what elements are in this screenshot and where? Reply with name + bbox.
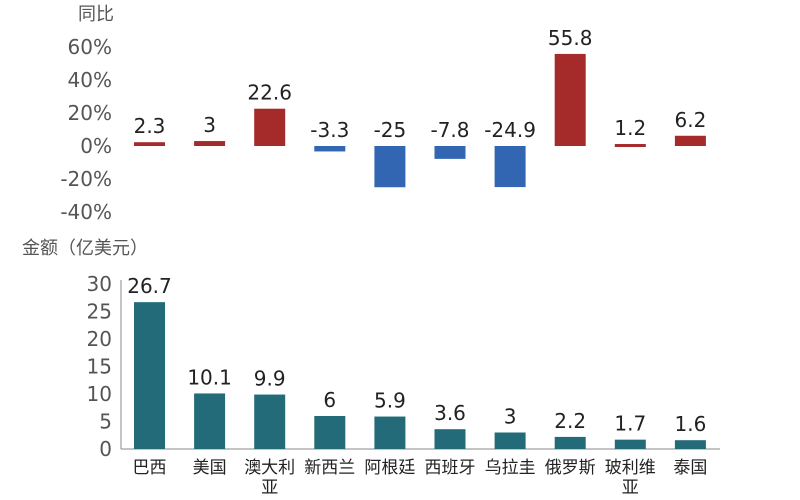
bottom-bar	[194, 393, 226, 449]
bottom-data-label: 6	[323, 388, 336, 412]
bottom-data-label: 5.9	[374, 389, 406, 413]
bottom-category-label: 玻利维	[605, 458, 656, 478]
bottom-data-label: 1.7	[614, 412, 646, 436]
bottom-data-label: 26.7	[127, 274, 172, 298]
top-bar	[494, 146, 526, 188]
top-y-tick-label: 0%	[80, 134, 112, 158]
bottom-y-tick-label: 20	[87, 327, 112, 351]
bottom-bar	[134, 302, 165, 449]
bottom-y-tick-label: 25	[87, 300, 112, 324]
bottom-category-label: 俄罗斯	[545, 458, 596, 478]
bottom-category-label: 新西兰	[304, 458, 355, 478]
bottom-y-tick-label: 5	[99, 410, 112, 434]
top-data-label: -3.3	[310, 118, 349, 142]
top-bar	[134, 142, 165, 146]
top-y-tick-label: -20%	[60, 167, 112, 191]
bottom-data-label: 3	[504, 405, 517, 429]
top-bar	[554, 53, 586, 146]
bottom-y-tick-label: 30	[87, 272, 112, 296]
bottom-category-label: 阿根廷	[364, 458, 415, 478]
top-y-tick-label: 20%	[68, 101, 112, 125]
top-data-label: -25	[374, 118, 407, 142]
bottom-category-label: 亚	[261, 478, 278, 498]
bottom-data-label: 9.9	[254, 367, 286, 391]
bottom-bar	[494, 432, 526, 449]
bottom-category-label: 西班牙	[425, 458, 476, 478]
bottom-category-label: 澳大利	[244, 458, 295, 478]
top-bar	[254, 108, 286, 146]
bottom-y-tick-label: 0	[99, 437, 112, 461]
top-data-label: 6.2	[674, 108, 706, 132]
bottom-chart-data-labels: 26.7 10.1 9.9 6 5.9 3.6 3 2.2 1.7 1.6	[127, 274, 706, 436]
top-data-label: 55.8	[548, 26, 593, 50]
top-chart-ylabel: 同比	[78, 4, 114, 25]
bottom-bar	[374, 416, 406, 449]
top-chart-data-labels: 2.3 3 22.6 -3.3 -25 -7.8 -24.9 55.8 1.2 6.2	[134, 26, 707, 142]
bottom-bar	[554, 436, 586, 449]
bottom-category-label: 亚	[622, 478, 639, 498]
bottom-bar	[434, 429, 466, 449]
bottom-data-label: 10.1	[187, 365, 232, 389]
bottom-bar	[614, 439, 646, 449]
top-bar	[194, 141, 226, 146]
bottom-data-label: 1.6	[674, 412, 706, 436]
top-data-label: 22.6	[247, 81, 292, 105]
top-bar	[374, 146, 406, 188]
bottom-category-label: 泰国	[673, 458, 707, 478]
bottom-data-label: 2.2	[554, 409, 586, 433]
top-bar	[614, 144, 646, 148]
bottom-category-label: 巴西	[133, 458, 167, 478]
top-data-label: -7.8	[430, 118, 469, 142]
top-data-label: -24.9	[484, 118, 536, 142]
bottom-category-label: 美国	[193, 458, 227, 478]
top-data-label: 2.3	[134, 114, 166, 138]
top-bar	[674, 135, 706, 146]
bottom-chart-bars	[134, 302, 706, 449]
top-chart-y-ticks: 60% 40% 20% 0% -20% -40%	[60, 35, 112, 224]
top-bar	[314, 146, 346, 152]
bottom-chart-ylabel: 金额（亿美元）	[22, 238, 148, 259]
bottom-data-label: 3.6	[434, 401, 466, 425]
bottom-y-tick-label: 10	[87, 382, 112, 406]
bottom-bar	[254, 394, 286, 449]
top-y-tick-label: 40%	[68, 68, 112, 92]
bottom-bar	[674, 440, 706, 449]
bottom-category-label: 乌拉圭	[485, 458, 536, 478]
bottom-bar	[314, 416, 346, 449]
top-y-tick-label: 60%	[68, 35, 112, 59]
top-chart-bars	[134, 53, 706, 188]
top-bar	[434, 146, 466, 159]
top-y-tick-label: -40%	[60, 200, 112, 224]
top-data-label: 1.2	[614, 116, 646, 140]
bottom-y-tick-label: 15	[87, 355, 112, 379]
top-data-label: 3	[203, 113, 216, 137]
bottom-chart-y-ticks: 30 25 20 15 10 5 0	[87, 272, 112, 461]
